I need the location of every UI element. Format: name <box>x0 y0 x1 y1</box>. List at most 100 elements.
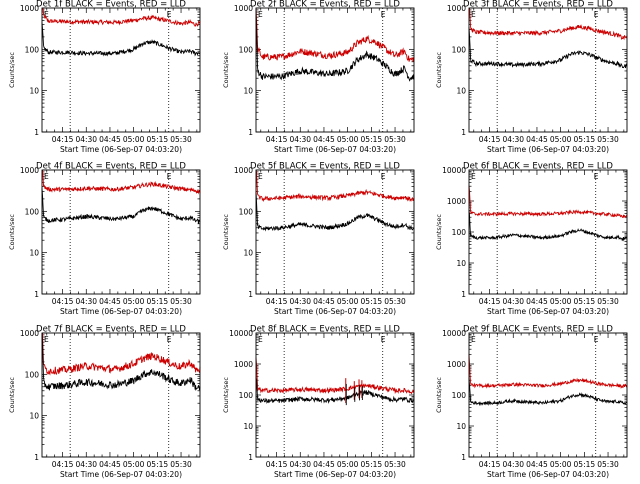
y-tick-label: 1000 <box>447 197 466 206</box>
plot-frame <box>255 332 415 458</box>
detector-plot-2: Det 2f BLACK = Events, RED = LLD Counts/s… <box>222 0 415 154</box>
e-marker: E <box>471 172 476 181</box>
y-axis-label: Counts/sec <box>222 377 230 413</box>
x-tick-label: 05:15 <box>574 460 596 469</box>
y-tick-label: 10 <box>29 87 39 96</box>
detector-plot-1: Det 1f BLACK = Events, RED = LLD Counts/s… <box>8 0 201 154</box>
x-tick-label: 04:15 <box>479 460 501 469</box>
plot-title: Det 1f BLACK = Events, RED = LLD <box>36 0 186 10</box>
x-tick-label: 04:30 <box>75 297 97 306</box>
y-tick-label: 10 <box>29 412 39 421</box>
y-tick-label: 1000 <box>20 329 39 338</box>
y-axis-label: Counts/sec <box>222 214 230 250</box>
x-tick-label: 04:45 <box>99 297 121 306</box>
lld-series-line <box>42 7 201 27</box>
x-tick-label: 04:15 <box>266 135 288 144</box>
plot-frame <box>255 169 415 295</box>
y-tick-label: 1000 <box>447 360 466 369</box>
plot-frame <box>41 332 201 458</box>
plot-title: Det 9f BLACK = Events, RED = LLD <box>463 325 613 335</box>
y-tick-label: 1000 <box>20 4 39 13</box>
y-tick-label: 1 <box>248 290 253 299</box>
y-tick-label: 1 <box>461 290 466 299</box>
x-tick-label: 04:15 <box>266 460 288 469</box>
y-tick-label: 1000 <box>234 4 253 13</box>
plot-title: Det 2f BLACK = Events, RED = LLD <box>250 0 400 10</box>
e-marker: E <box>258 335 263 344</box>
x-tick-label: 05:15 <box>361 135 383 144</box>
x-tick-label: 05:15 <box>147 135 169 144</box>
y-axis-label: Counts/sec <box>435 52 443 88</box>
x-tick-label: 04:45 <box>99 460 121 469</box>
x-tick-label: 05:30 <box>170 297 192 306</box>
e-marker: E <box>381 10 386 19</box>
plot-frame <box>468 169 628 295</box>
plot-frame <box>41 169 201 295</box>
x-axis-label: Start Time (06-Sep-07 04:03:20) <box>487 470 609 479</box>
e-marker: E <box>167 10 172 19</box>
e-marker: E <box>258 172 263 181</box>
lld-series-line <box>255 357 415 395</box>
lld-series-line <box>42 169 201 195</box>
x-tick-label: 05:30 <box>597 135 619 144</box>
x-tick-label: 04:15 <box>479 297 501 306</box>
events-series-line <box>468 377 628 407</box>
x-tick-label: 05:15 <box>574 297 596 306</box>
events-series-line <box>41 22 201 57</box>
x-tick-label: 04:30 <box>289 297 311 306</box>
plot-frame <box>468 7 628 133</box>
x-tick-label: 05:30 <box>597 297 619 306</box>
y-tick-label: 100 <box>25 207 40 216</box>
x-tick-label: 05:00 <box>550 460 572 469</box>
e-marker: E <box>594 172 599 181</box>
y-tick-label: 100 <box>25 45 40 54</box>
x-axis-label: Start Time (06-Sep-07 04:03:20) <box>487 145 609 154</box>
y-tick-label: 100 <box>452 228 467 237</box>
events-series-line <box>41 332 201 392</box>
e-marker: E <box>44 172 49 181</box>
x-tick-label: 04:30 <box>75 135 97 144</box>
e-marker: E <box>44 335 49 344</box>
y-tick-label: 1 <box>34 290 39 299</box>
y-tick-label: 100 <box>452 391 467 400</box>
plot-frame <box>255 7 415 133</box>
x-tick-label: 05:30 <box>384 460 406 469</box>
e-marker: E <box>381 172 386 181</box>
detector-plot-5: Det 5f BLACK = Events, RED = LLD Counts/s… <box>222 162 415 316</box>
y-tick-label: 10 <box>456 422 466 431</box>
x-tick-label: 05:00 <box>337 460 359 469</box>
y-tick-label: 100 <box>239 207 254 216</box>
x-tick-label: 04:15 <box>479 135 501 144</box>
x-tick-label: 05:15 <box>574 135 596 144</box>
x-tick-label: 04:45 <box>313 297 335 306</box>
y-tick-label: 1 <box>461 453 466 462</box>
plot-title: Det 5f BLACK = Events, RED = LLD <box>250 162 400 172</box>
events-series-line <box>468 26 628 69</box>
e-marker: E <box>471 335 476 344</box>
detector-plot-8: Det 8f BLACK = Events, RED = LLD Counts/s… <box>222 325 415 479</box>
x-tick-label: 04:45 <box>99 135 121 144</box>
x-tick-label: 04:45 <box>313 135 335 144</box>
x-tick-label: 04:15 <box>52 297 74 306</box>
x-tick-label: 04:45 <box>526 460 548 469</box>
plot-title: Det 4f BLACK = Events, RED = LLD <box>36 162 186 172</box>
y-axis-label: Counts/sec <box>435 214 443 250</box>
plot-frame <box>468 332 628 458</box>
detector-plot-7: Det 7f BLACK = Events, RED = LLD Counts/s… <box>8 325 201 479</box>
y-tick-label: 10 <box>456 259 466 268</box>
x-tick-label: 05:15 <box>361 297 383 306</box>
events-series-line <box>255 377 415 404</box>
y-tick-label: 1 <box>34 453 39 462</box>
events-series-line <box>41 188 201 224</box>
x-tick-label: 04:30 <box>502 460 524 469</box>
x-axis-label: Start Time (06-Sep-07 04:03:20) <box>60 307 182 316</box>
x-axis-label: Start Time (06-Sep-07 04:03:20) <box>274 307 396 316</box>
y-axis-label: Counts/sec <box>222 52 230 88</box>
x-tick-label: 05:00 <box>337 135 359 144</box>
events-series-line <box>468 209 628 242</box>
y-tick-label: 1 <box>248 128 253 137</box>
x-tick-label: 05:15 <box>361 460 383 469</box>
y-tick-label: 100 <box>239 45 254 54</box>
